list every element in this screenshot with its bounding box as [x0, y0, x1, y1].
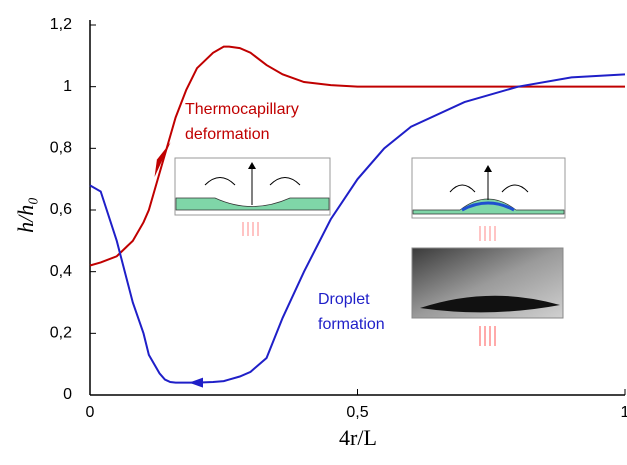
- y-tick-label: 0: [63, 386, 72, 403]
- x-tick-label: 0,5: [346, 404, 368, 421]
- x-axis-label: 4r/L: [339, 425, 377, 450]
- series-annotation: deformation: [185, 126, 270, 143]
- series-annotation: Droplet: [318, 291, 370, 308]
- x-tick-label: 0: [86, 404, 95, 421]
- y-tick-label: 1: [63, 78, 72, 95]
- series-annotation: formation: [318, 316, 385, 333]
- inset-photo: [411, 247, 564, 346]
- y-tick-label: 1,2: [50, 16, 72, 33]
- x-tick-label: 1: [621, 404, 627, 421]
- y-tick-label: 0,2: [50, 325, 72, 342]
- inset-schematic: [411, 157, 566, 241]
- direction-arrow: [154, 142, 171, 177]
- line-series: [89, 73, 626, 384]
- line-series: [89, 45, 625, 267]
- direction-arrow: [189, 377, 203, 388]
- y-axis-label: h/h₀: [13, 197, 38, 233]
- y-tick-label: 0,6: [50, 201, 72, 218]
- y-tick-label: 0,8: [50, 140, 72, 157]
- series-annotation: Thermocapillary: [185, 101, 299, 118]
- y-tick-label: 0,4: [50, 263, 72, 280]
- inset-schematic: [174, 157, 331, 236]
